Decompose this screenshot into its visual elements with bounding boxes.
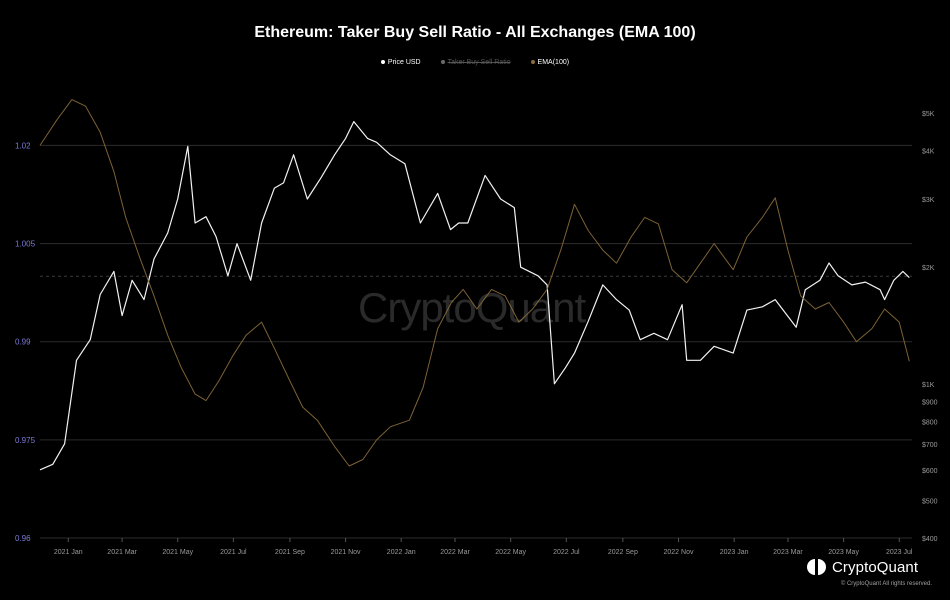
y-right-tick-label: $400 (922, 536, 938, 543)
legend-item-ratio[interactable]: Taker Buy Sell Ratio (440, 59, 511, 66)
x-tick-label: 2022 Jan (387, 549, 416, 556)
x-tick-label: 2021 May (162, 549, 193, 556)
y-right-tick-label: $4K (922, 149, 935, 156)
x-tick-label: 2021 Jan (54, 549, 83, 556)
x-tick-label: 2023 Jan (720, 549, 749, 556)
y-right-tick-label: $500 (922, 498, 938, 505)
legend-label-ema: EMA(100) (537, 59, 570, 66)
y-left-tick-label: 0.975 (15, 436, 36, 445)
x-tick-label: 2022 Mar (440, 549, 470, 556)
x-tick-label: 2022 Sep (608, 549, 638, 556)
legend-dot-ratio-icon (440, 60, 445, 65)
x-tick-label: 2022 Nov (664, 549, 694, 556)
legend-dot-ema-icon (530, 60, 535, 65)
x-tick-label: 2021 Mar (107, 549, 137, 556)
y-right-tick-label: $5K (922, 111, 935, 118)
y-left-tick-label: 1.02 (15, 141, 31, 150)
y-right-tick-label: $600 (922, 468, 938, 475)
y-right-tick-label: $700 (922, 442, 938, 449)
legend-label-ratio: Taker Buy Sell Ratio (447, 59, 511, 66)
y-right-tick-label: $900 (922, 400, 938, 407)
price-series-line (39, 120, 910, 471)
x-tick-label: 2023 May (828, 549, 859, 556)
x-tick-label: 2021 Jul (220, 549, 247, 556)
x-tick-label: 2022 May (495, 549, 526, 556)
y-right-tick-label: $2K (922, 265, 935, 272)
legend-item-price[interactable]: Price USD (380, 59, 421, 66)
y-left-tick-label: 0.96 (15, 534, 31, 543)
x-tick-label: 2023 Jul (886, 549, 913, 556)
y-left-tick-label: 1.005 (15, 240, 36, 249)
x-tick-label: 2021 Sep (275, 549, 305, 556)
chart-title: Ethereum: Taker Buy Sell Ratio - All Exc… (254, 24, 696, 41)
legend-label-price: Price USD (387, 59, 421, 66)
x-tick-label: 2022 Jul (553, 549, 580, 556)
ema-series-line (39, 99, 910, 467)
copyright-text: © CryptoQuant All rights reserved. (840, 581, 932, 587)
x-tick-label: 2023 Mar (773, 549, 803, 556)
legend-dot-price-icon (380, 60, 385, 65)
y-right-tick-label: $800 (922, 419, 938, 426)
brand-logo: CryptoQuant (806, 558, 918, 576)
y-right-tick-label: $1K (922, 382, 935, 389)
y-right-tick-label: $3K (922, 197, 935, 204)
x-tick-label: 2021 Nov (331, 549, 361, 556)
y-left-tick-label: 0.99 (15, 338, 31, 347)
cryptoquant-logo-icon (807, 559, 826, 575)
brand-name: CryptoQuant (832, 558, 919, 576)
chart-legend: Price USD Taker Buy Sell Ratio EMA(100) (0, 59, 950, 66)
legend-item-ema[interactable]: EMA(100) (530, 59, 570, 66)
